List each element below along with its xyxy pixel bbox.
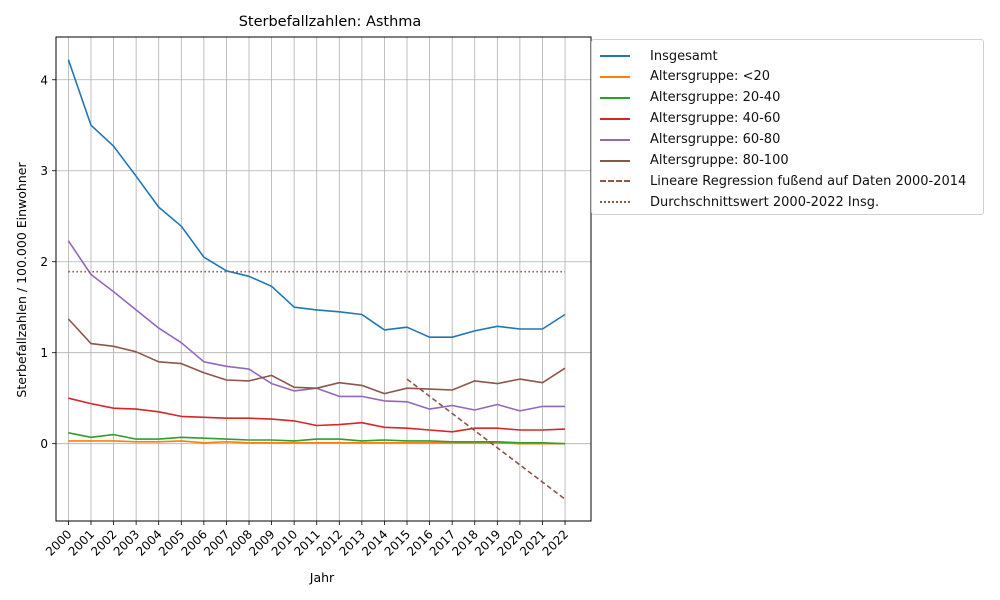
legend-line-swatch-icon — [600, 138, 630, 141]
legend-line-swatch-icon — [600, 117, 630, 120]
chart-title: Sterbefallzahlen: Asthma — [239, 14, 422, 30]
series-line-2 — [68, 432, 566, 445]
legend-line-swatch-icon — [600, 159, 630, 162]
y-tick-label: 1 — [40, 346, 48, 360]
legend-label: Altersgruppe: 20-40 — [650, 90, 781, 106]
legend-line-swatch-icon — [600, 55, 630, 57]
legend-label: Insgesamt — [650, 48, 718, 64]
legend-item: Altersgruppe: 80-100 — [600, 151, 789, 171]
legend-item: Altersgruppe: 20-40 — [600, 88, 780, 108]
axis-ticks: 2000200120022003200420052006200720082009… — [40, 73, 571, 558]
x-tick-label: 2022 — [540, 527, 571, 558]
y-tick-label: 3 — [40, 164, 48, 178]
series-line-3 — [68, 397, 566, 433]
legend-item: Insgesamt — [600, 46, 718, 66]
legend-item: Altersgruppe: <20 — [600, 67, 770, 87]
legend-label: Altersgruppe: <20 — [650, 69, 771, 85]
x-axis-label: Jahr — [309, 570, 335, 585]
legend-item: Altersgruppe: 60-80 — [600, 130, 780, 150]
legend-label: Altersgruppe: 40-60 — [650, 111, 781, 127]
legend-label: Altersgruppe: 60-80 — [650, 132, 781, 148]
data-series — [67, 59, 566, 500]
series-line-1 — [68, 440, 565, 445]
y-axis-label: Sterbefallzahlen / 100.000 Einwohner — [14, 162, 29, 398]
legend-line-swatch-icon — [600, 96, 630, 99]
series-line-0 — [67, 59, 566, 339]
legend-item: Lineare Regression fußend auf Daten 2000… — [600, 171, 966, 191]
plot-frame — [55, 36, 592, 522]
legend-item: Durchschnittswert 2000-2022 Insg. — [600, 192, 879, 212]
y-tick-label: 2 — [40, 255, 48, 269]
legend-label: Durchschnittswert 2000-2022 Insg. — [650, 194, 880, 210]
series-line-5 — [67, 318, 566, 395]
legend-item: Altersgruppe: 40-60 — [600, 109, 780, 129]
legend-line-swatch-icon — [600, 75, 630, 78]
y-tick-label: 4 — [40, 73, 48, 87]
y-tick-label: 0 — [40, 437, 48, 451]
legend-label: Altersgruppe: 80-100 — [650, 153, 789, 168]
grid-lines — [56, 37, 591, 521]
legend-line-swatch-icon — [600, 201, 630, 204]
legend-label: Lineare Regression fußend auf Daten 2000… — [650, 173, 967, 189]
series-line-6 — [406, 378, 566, 500]
legend-line-swatch-icon — [600, 180, 630, 183]
chart-legend: Insgesamt Altersgruppe: <20 Altersgruppe: … — [591, 39, 984, 215]
